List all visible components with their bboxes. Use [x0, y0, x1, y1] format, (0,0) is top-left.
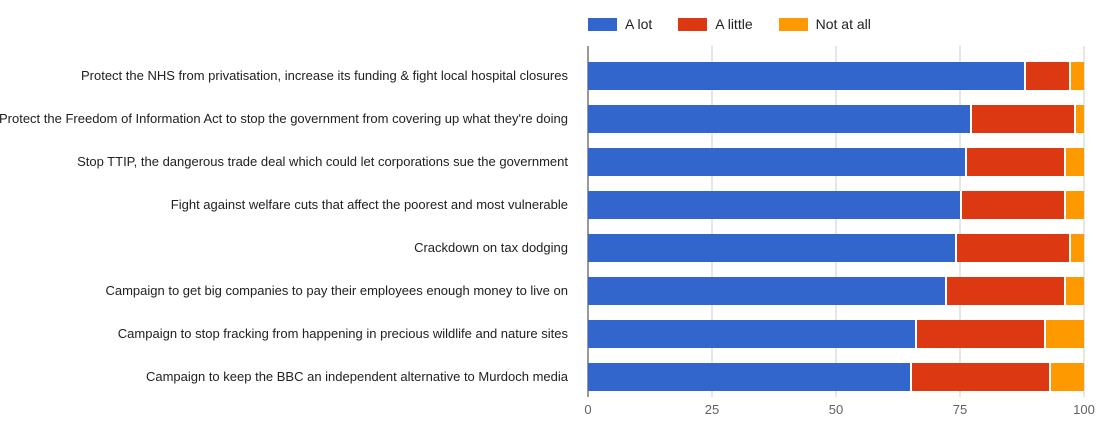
bar-segment-a-lot[interactable]	[588, 233, 956, 262]
category-label: Campaign to keep the BBC an independent …	[145, 369, 568, 384]
x-tick-label: 0	[584, 402, 592, 417]
bar-segment-not-at-all[interactable]	[1069, 233, 1084, 262]
bar-segment-a-lot[interactable]	[588, 104, 970, 133]
category-label: Campaign to get big companies to pay the…	[105, 283, 568, 298]
bar-segment-a-lot[interactable]	[588, 362, 911, 391]
legend-label: A little	[715, 16, 753, 32]
bar-row	[588, 54, 1084, 97]
stacked-bar	[588, 362, 1084, 391]
stacked-bar	[588, 61, 1084, 90]
x-tick-label: 75	[952, 402, 968, 417]
bar-row	[588, 97, 1084, 140]
bar-row	[588, 226, 1084, 269]
category-label: Stop TTIP, the dangerous trade deal whic…	[77, 154, 568, 169]
bar-segment-not-at-all[interactable]	[1069, 61, 1084, 90]
bar-segment-not-at-all[interactable]	[1064, 276, 1084, 305]
x-tick-label: 50	[828, 402, 844, 417]
category-labels: Protect the NHS from privatisation, incr…	[0, 54, 578, 398]
bar-segment-not-at-all[interactable]	[1064, 147, 1084, 176]
legend-swatch-icon	[588, 17, 617, 31]
bar-segment-a-lot[interactable]	[588, 147, 965, 176]
gridline-25	[711, 46, 713, 397]
bar-segment-a-lot[interactable]	[588, 61, 1025, 90]
bar-segment-not-at-all[interactable]	[1049, 362, 1084, 391]
stacked-bar	[588, 147, 1084, 176]
plot-area	[587, 46, 1085, 398]
bar-segment-a-lot[interactable]	[588, 276, 946, 305]
category-label: Crackdown on tax dodging	[414, 240, 568, 255]
x-tick-label: 100	[1073, 402, 1095, 417]
bar-row	[588, 312, 1084, 355]
gridline-50	[835, 46, 837, 397]
stacked-bar	[588, 190, 1084, 219]
legend-label: Not at all	[815, 16, 871, 32]
bar-segment-not-at-all[interactable]	[1044, 319, 1084, 348]
gridline-100	[1083, 46, 1085, 397]
category-label: Fight against welfare cuts that affect t…	[170, 197, 568, 212]
bar-segment-a-little[interactable]	[960, 190, 1065, 219]
legend-swatch-icon	[678, 17, 708, 31]
bar-row	[588, 183, 1084, 226]
x-axis-labels: 0 25 50 75 100	[584, 402, 1094, 422]
bar-segment-a-little[interactable]	[910, 362, 1050, 391]
category-label: Protect the NHS from privatisation, incr…	[80, 68, 568, 83]
stacked-bar	[588, 233, 1084, 262]
bar-row	[588, 355, 1084, 398]
bar-segment-a-little[interactable]	[915, 319, 1045, 348]
chart-legend: A lot A little Not at all	[588, 17, 871, 31]
bar-segment-a-lot[interactable]	[588, 190, 960, 219]
bar-segment-a-lot[interactable]	[588, 319, 916, 348]
bar-segment-a-little[interactable]	[1024, 61, 1070, 90]
x-tick-label: 25	[704, 402, 720, 417]
axis-baseline	[587, 46, 589, 397]
bar-segment-a-little[interactable]	[945, 276, 1065, 305]
bar-segment-not-at-all[interactable]	[1074, 104, 1084, 133]
legend-item: A lot	[588, 17, 652, 31]
gridline-75	[959, 46, 961, 397]
bar-segment-not-at-all[interactable]	[1064, 190, 1084, 219]
bar-row	[588, 140, 1084, 183]
bar-row	[588, 269, 1084, 312]
bar-segment-a-little[interactable]	[955, 233, 1070, 262]
legend-item: Not at all	[778, 16, 871, 32]
bar-segment-a-little[interactable]	[969, 104, 1075, 133]
bar-segment-a-little[interactable]	[964, 147, 1065, 176]
bar-rows	[588, 54, 1084, 398]
category-label: Protect the Freedom of Information Act t…	[0, 111, 568, 126]
legend-swatch-icon	[778, 17, 808, 31]
stacked-bar	[588, 276, 1084, 305]
legend-item: A little	[678, 16, 753, 32]
legend-label: A lot	[625, 16, 653, 32]
category-label: Campaign to stop fracking from happening…	[117, 326, 568, 341]
stacked-bar	[588, 104, 1084, 133]
stacked-bar	[588, 319, 1084, 348]
